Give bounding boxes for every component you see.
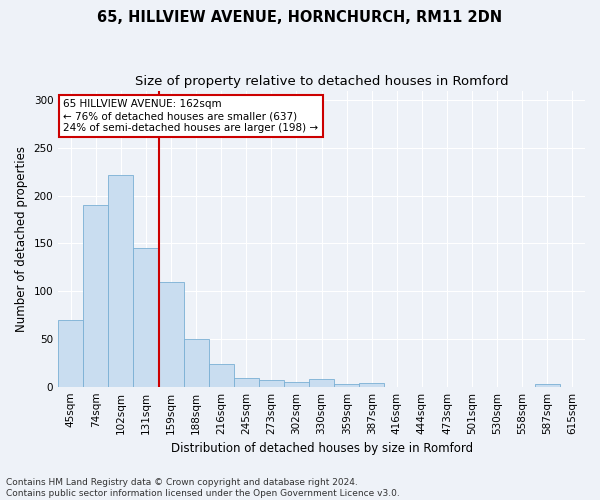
Bar [309,379,334,386]
Bar [259,380,284,386]
Text: Contains HM Land Registry data © Crown copyright and database right 2024.
Contai: Contains HM Land Registry data © Crown c… [6,478,400,498]
Bar [133,248,158,386]
Bar [83,205,109,386]
Bar [58,320,83,386]
Bar [184,339,209,386]
Bar [334,384,359,386]
Text: 65, HILLVIEW AVENUE, HORNCHURCH, RM11 2DN: 65, HILLVIEW AVENUE, HORNCHURCH, RM11 2D… [97,10,503,25]
Bar [109,174,133,386]
Title: Size of property relative to detached houses in Romford: Size of property relative to detached ho… [135,75,508,88]
Bar [209,364,234,386]
X-axis label: Distribution of detached houses by size in Romford: Distribution of detached houses by size … [170,442,473,455]
Bar [234,378,259,386]
Text: 65 HILLVIEW AVENUE: 162sqm
← 76% of detached houses are smaller (637)
24% of sem: 65 HILLVIEW AVENUE: 162sqm ← 76% of deta… [64,100,319,132]
Y-axis label: Number of detached properties: Number of detached properties [15,146,28,332]
Bar [284,382,309,386]
Bar [535,384,560,386]
Bar [158,282,184,387]
Bar [359,383,385,386]
